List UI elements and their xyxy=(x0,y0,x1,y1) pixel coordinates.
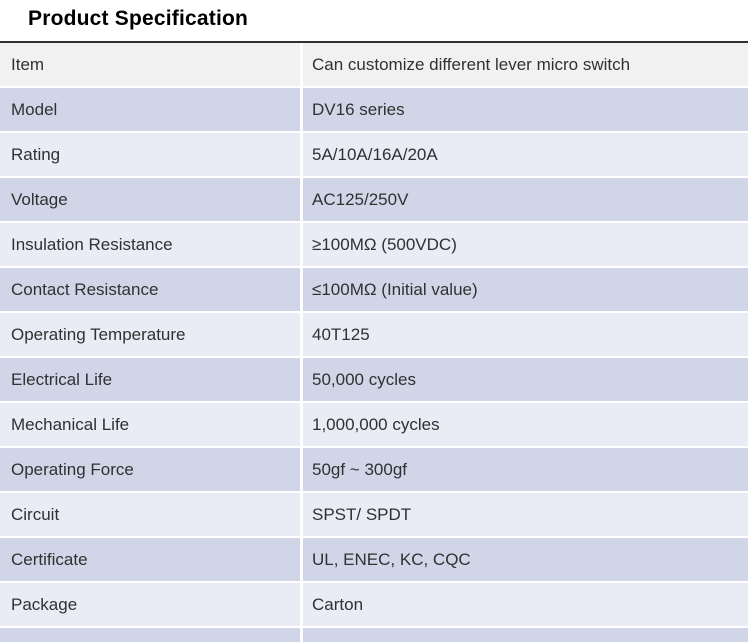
product-spec-table: Item Can customize different lever micro… xyxy=(0,41,748,642)
spec-row-label: Contact Resistance xyxy=(0,268,300,311)
spec-table-rows: Item Can customize different lever micro… xyxy=(0,43,748,626)
table-row: Operating Force 50gf ~ 300gf xyxy=(0,448,748,491)
spec-row-label: Circuit xyxy=(0,493,300,536)
spec-row-value: 40T125 xyxy=(303,313,748,356)
table-row: Item Can customize different lever micro… xyxy=(0,43,748,86)
table-row: Certificate UL, ENEC, KC, CQC xyxy=(0,538,748,581)
spec-row-label: Certificate xyxy=(0,538,300,581)
spec-row-value: AC125/250V xyxy=(303,178,748,221)
table-row: Contact Resistance ≤100MΩ (Initial value… xyxy=(0,268,748,311)
spec-row-value: UL, ENEC, KC, CQC xyxy=(303,538,748,581)
spec-row-value: SPST/ SPDT xyxy=(303,493,748,536)
spec-row-value: Carton xyxy=(303,583,748,626)
spec-row-label: Operating Temperature xyxy=(0,313,300,356)
spec-row-label: Package xyxy=(0,583,300,626)
spec-row-label: Item xyxy=(0,43,300,86)
table-row: Electrical Life 50,000 cycles xyxy=(0,358,748,401)
spec-row-value: 5A/10A/16A/20A xyxy=(303,133,748,176)
table-row: Model DV16 series xyxy=(0,88,748,131)
table-row: Rating 5A/10A/16A/20A xyxy=(0,133,748,176)
spec-row-label: Model xyxy=(0,88,300,131)
spec-row-label xyxy=(0,628,300,642)
table-row: Operating Temperature 40T125 xyxy=(0,313,748,356)
spec-row-value: 50,000 cycles xyxy=(303,358,748,401)
table-row: Package Carton xyxy=(0,583,748,626)
spec-row-value xyxy=(303,628,748,642)
spec-row-label: Insulation Resistance xyxy=(0,223,300,266)
spec-row-value: ≥100MΩ (500VDC) xyxy=(303,223,748,266)
spec-row-value: Can customize different lever micro swit… xyxy=(303,43,748,86)
table-row: Voltage AC125/250V xyxy=(0,178,748,221)
spec-row-label: Voltage xyxy=(0,178,300,221)
table-row: Insulation Resistance ≥100MΩ (500VDC) xyxy=(0,223,748,266)
spec-row-value: 1,000,000 cycles xyxy=(303,403,748,446)
spec-row-value: 50gf ~ 300gf xyxy=(303,448,748,491)
table-row: Circuit SPST/ SPDT xyxy=(0,493,748,536)
table-row: Mechanical Life 1,000,000 cycles xyxy=(0,403,748,446)
spec-row-label: Rating xyxy=(0,133,300,176)
table-row-partial xyxy=(0,628,748,642)
page-title: Product Specification xyxy=(28,7,249,30)
spec-row-label: Mechanical Life xyxy=(0,403,300,446)
spec-row-value: ≤100MΩ (Initial value) xyxy=(303,268,748,311)
spec-row-value: DV16 series xyxy=(303,88,748,131)
spec-row-label: Operating Force xyxy=(0,448,300,491)
spec-row-label: Electrical Life xyxy=(0,358,300,401)
